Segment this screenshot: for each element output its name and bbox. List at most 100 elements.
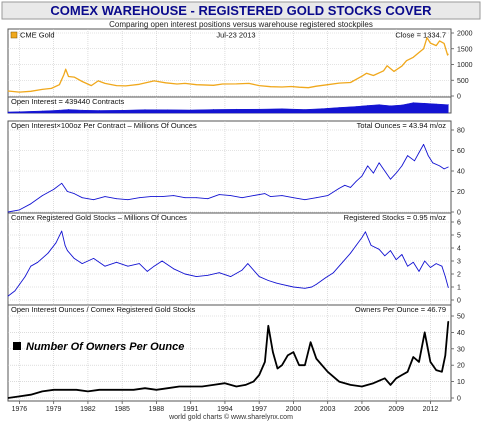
cme-gold-point — [366, 72, 367, 74]
owners-per-ounce-point — [53, 389, 55, 391]
x-axis: 1976 1979 1982 1985 1988 1991 1994 1997 2000 2003… — [12, 401, 439, 413]
xtick-label: 2012 — [423, 406, 439, 413]
registered-stocks-point — [447, 287, 449, 288]
xtick-label: 1985 — [114, 406, 130, 413]
open-interest-point — [167, 109, 169, 111]
oi-ounces-point — [41, 195, 43, 197]
open-interest-point — [338, 107, 340, 108]
registered-stocks-point — [81, 263, 83, 264]
cme-gold-ytick-label: 500 — [457, 78, 469, 85]
oi-ounces-point — [73, 193, 75, 195]
cme-gold-ytick-label: 1000 — [457, 62, 473, 69]
cme-gold-point — [386, 65, 388, 67]
cme-gold-point — [430, 42, 431, 44]
registered-stocks-point — [64, 245, 66, 246]
owners-per-ounce-point — [298, 364, 300, 366]
panel-oi-ounces: 0 20 40 60 80 Open Interest×100oz Per Contrac… — [7, 120, 465, 217]
registered-stocks-point — [333, 272, 334, 274]
chart-title: COMEX WAREHOUSE - REGISTERED GOLD STOCKS… — [50, 3, 432, 18]
cme-gold-line — [7, 37, 449, 93]
owners-per-ounce-point — [236, 386, 237, 387]
owners-per-ounce-point — [258, 374, 260, 376]
cme-gold-point — [165, 82, 167, 84]
close-label: Close = 1334.7 — [395, 31, 446, 40]
owners-per-ounce-point — [201, 386, 203, 387]
open-interest-point — [7, 111, 9, 113]
oi-ounces-point — [53, 189, 55, 190]
open-interest-point — [367, 105, 369, 106]
legend-swatch — [10, 31, 18, 39]
owners-per-ounce-ytick-label: 20 — [457, 363, 465, 370]
registered-stocks-point — [218, 272, 220, 274]
registered-stocks-point — [342, 261, 343, 263]
oi-ounces-point — [150, 196, 152, 198]
cme-gold-point — [138, 83, 140, 85]
oi-ounces-point — [350, 187, 351, 188]
registered-stocks-point — [67, 250, 68, 252]
cme-gold-point — [298, 86, 300, 88]
panel-registered-stocks: 0 1 2 3 4 5 6 Comex Registered Gold Stocks – Mi… — [7, 212, 461, 306]
owners-per-ounce-point — [281, 364, 283, 366]
registered-stocks-point — [196, 276, 197, 277]
registered-stocks-point — [7, 295, 9, 297]
owners-per-ounce-point — [310, 341, 311, 343]
cme-gold-point — [81, 81, 83, 82]
registered-stocks-point — [401, 254, 403, 255]
oi-ounces-point — [116, 198, 117, 200]
oi-ounces-ytick-label: 20 — [457, 189, 465, 196]
xtick-label: 1991 — [183, 406, 199, 413]
open-interest-point — [390, 105, 391, 107]
panel-owners-per-ounce: 0 10 20 30 40 50 Open Interest Ounces / Comex … — [7, 304, 465, 403]
owners-per-ounce-point — [87, 391, 89, 392]
registered-stocks-point — [315, 284, 317, 285]
registered-stocks-point — [435, 263, 437, 264]
oi-ounces-point — [327, 195, 329, 197]
oi-ounces-point — [264, 193, 266, 195]
owners-per-ounce-point — [327, 371, 329, 373]
open-interest-point — [378, 104, 380, 106]
cme-gold-ytick-label: 0 — [457, 94, 461, 101]
oi-ounces-point — [93, 199, 94, 201]
cme-gold-point — [423, 48, 424, 50]
cme-gold-point — [68, 76, 69, 77]
cme-gold-point — [327, 84, 329, 86]
cme-gold-point — [435, 45, 437, 46]
registered-stocks-point — [104, 265, 106, 267]
oi-ounces-point — [30, 203, 32, 205]
cme-gold-point — [19, 91, 20, 93]
registered-stocks-point — [407, 265, 408, 267]
open-interest-point — [98, 110, 100, 111]
owners-per-ounce-point — [30, 394, 32, 396]
registered-stocks-ytick-label: 2 — [457, 272, 461, 279]
oi-ounces-point — [384, 170, 386, 172]
cme-gold-point — [30, 90, 32, 92]
open-interest-point — [447, 104, 449, 106]
oi-ounces-point — [423, 144, 424, 145]
owners-per-ounce-point — [350, 384, 351, 386]
cme-gold-point — [90, 85, 92, 86]
owners-per-ounce-point — [304, 364, 306, 366]
oi-ounces-point — [414, 160, 415, 162]
open-interest-point — [412, 102, 414, 104]
oi-ounces-point — [373, 172, 374, 174]
registered-stocks-ytick-label: 1 — [457, 285, 461, 292]
open-interest-area — [7, 102, 449, 114]
owners-per-ounce-point — [361, 386, 363, 387]
oi-ounces-point — [270, 196, 271, 198]
open-interest-title: Open Interest = 439440 Contracts — [11, 97, 124, 106]
oi-ounces-point — [173, 195, 175, 197]
registered-stocks-point — [258, 276, 260, 277]
owners-per-ounce-point — [41, 391, 43, 392]
registered-stocks-point — [37, 261, 39, 263]
owners-per-ounce-ytick-label: 30 — [457, 346, 465, 353]
cme-gold-point — [104, 83, 106, 84]
owners-per-ounce-point — [287, 355, 289, 356]
registered-stocks-right-label: Registered Stocks = 0.95 m/oz — [344, 213, 447, 222]
registered-stocks-title: Comex Registered Gold Stocks – Millions … — [11, 213, 187, 222]
registered-stocks-ytick-label: 5 — [457, 233, 461, 240]
annotation-swatch — [13, 342, 21, 350]
registered-stocks-point — [173, 268, 175, 270]
oi-ounces-ytick-label: 60 — [457, 148, 465, 155]
